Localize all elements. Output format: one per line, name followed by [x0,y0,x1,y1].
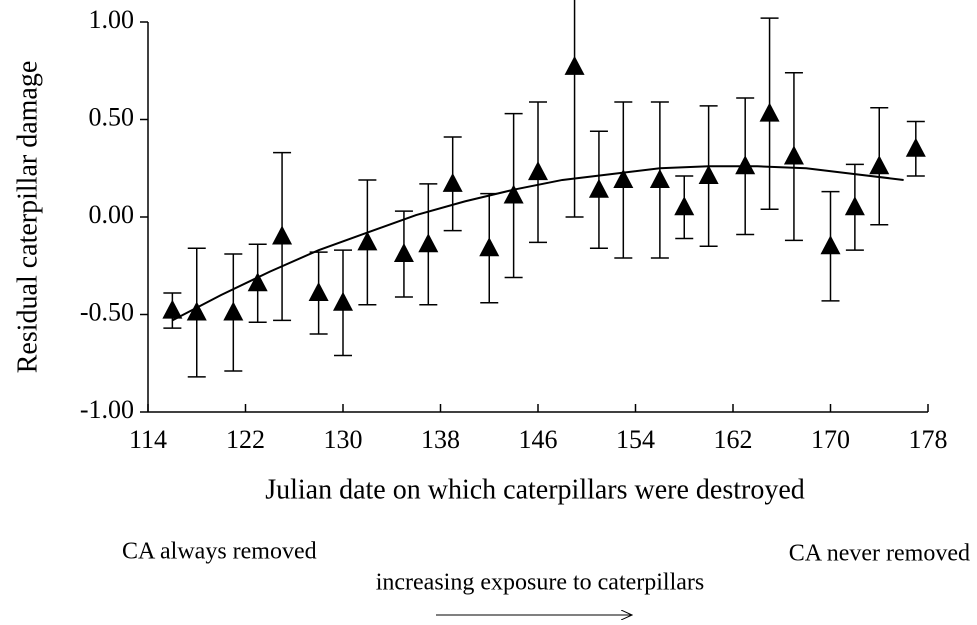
x-tick-label: 178 [909,425,948,454]
x-tick-label: 162 [714,425,753,454]
point [162,299,183,319]
x-tick-label: 170 [811,425,850,454]
y-tick-label: 0.50 [89,102,135,131]
annotation: CA never removed [789,541,970,567]
point [223,301,244,321]
point [357,231,378,251]
y-tick-label: -0.50 [80,297,134,326]
x-axis-label: Julian date on which caterpillars were d… [265,474,805,505]
point [393,243,414,263]
point [564,55,585,75]
point [503,184,524,204]
point [649,168,670,188]
error-bar [565,0,584,218]
point [735,155,756,175]
point [698,165,719,185]
annotation: CA always removed [122,539,317,565]
point [759,102,780,122]
x-tick-label: 154 [616,425,655,454]
point [820,235,841,255]
point [186,301,207,321]
x-tick-label: 138 [421,425,460,454]
x-tick-label: 130 [324,425,363,454]
y-tick-label: -1.00 [80,395,134,424]
point [272,225,293,245]
point [588,178,609,198]
point [418,233,439,253]
point [674,196,695,216]
x-tick-label: 122 [226,425,265,454]
point [869,155,890,175]
point [783,145,804,165]
x-tick-label: 146 [519,425,558,454]
point [442,172,463,192]
fit-curve [171,165,904,322]
point [844,196,865,216]
point [308,282,329,302]
annotation: increasing exposure to caterpillars [376,570,705,596]
point [479,237,500,257]
y-tick-label: 0.00 [89,200,135,229]
point [528,161,548,181]
point [905,137,926,157]
y-tick-label: 1.00 [89,5,135,34]
point [333,291,353,311]
point [247,272,268,292]
point [613,168,634,188]
x-tick-label: 114 [129,425,167,454]
y-axis-label: Residual caterpillar damage [12,61,43,374]
